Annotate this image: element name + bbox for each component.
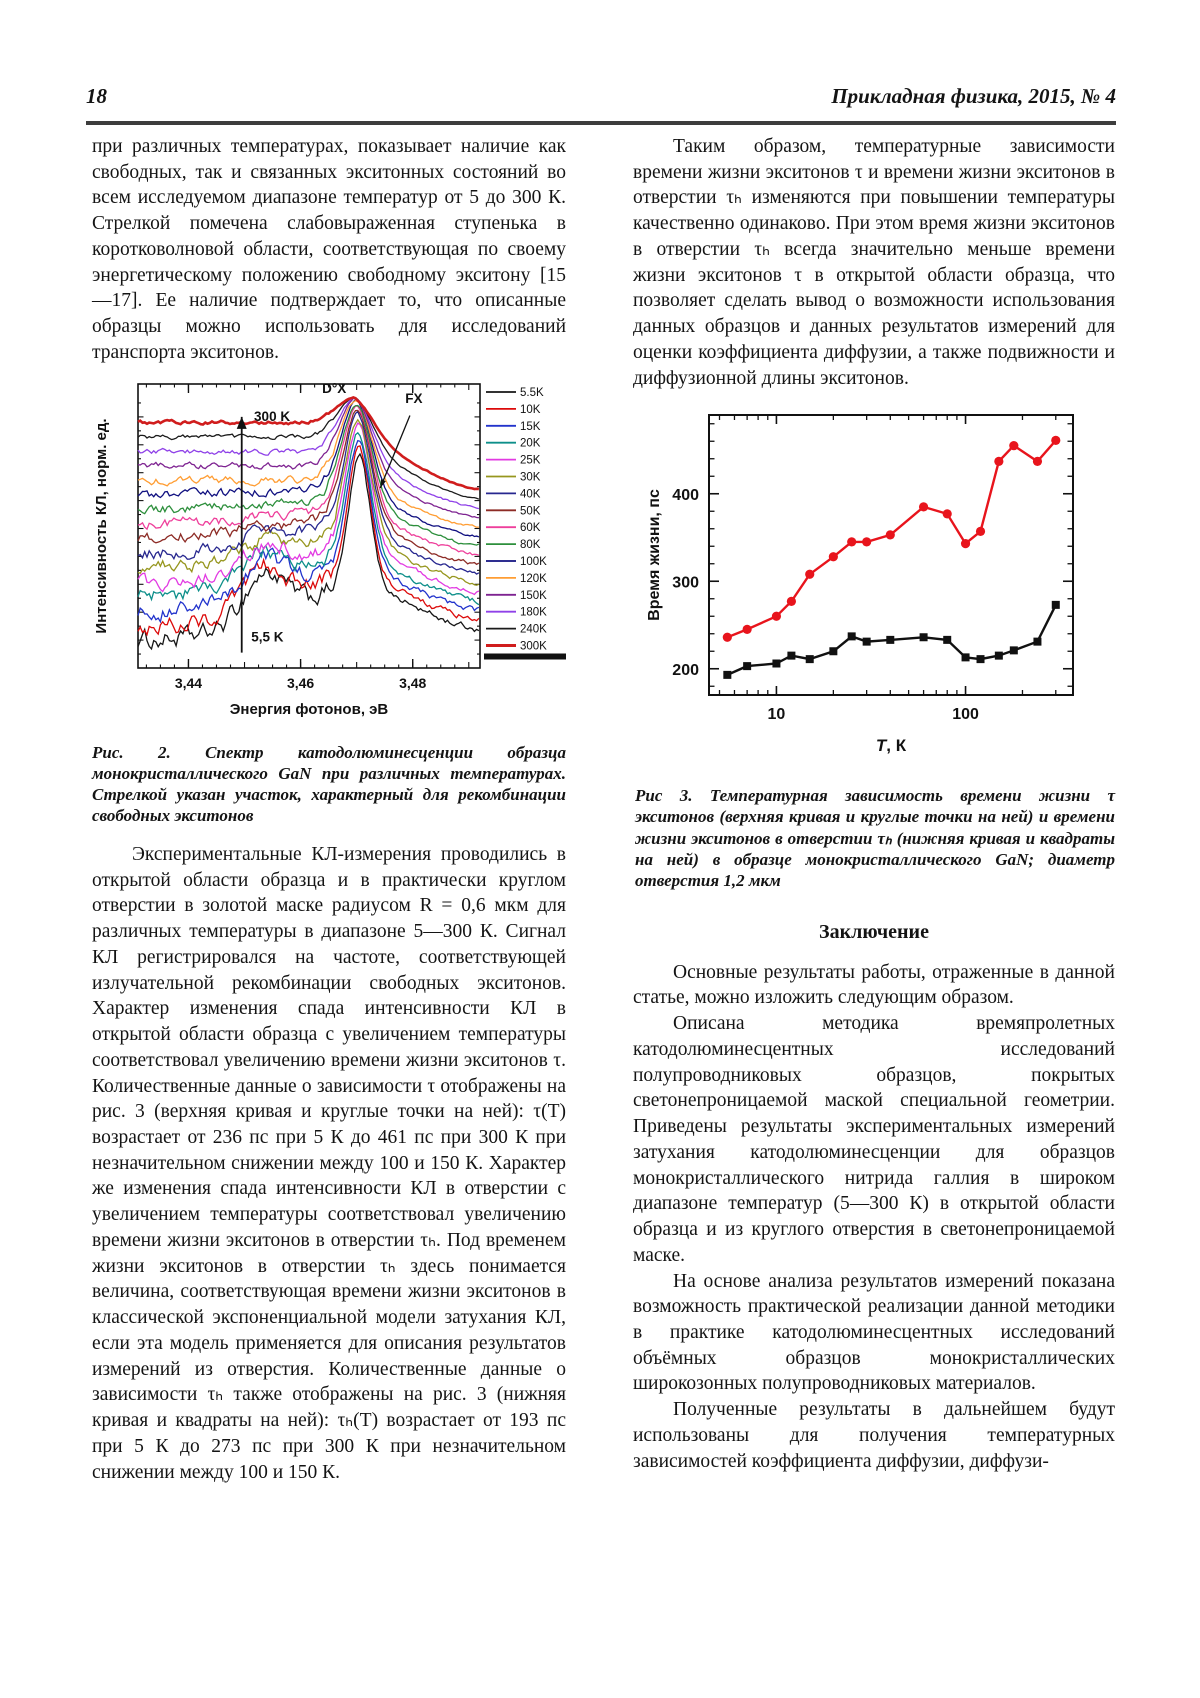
svg-text:T, К: T, К xyxy=(876,736,907,755)
page-number: 18 xyxy=(86,84,107,108)
svg-text:20K: 20K xyxy=(520,437,541,449)
conclusion-paragraph: Полученные результаты в дальнейшем будут… xyxy=(633,1399,1115,1472)
fig2-legend: 5.5K 10K 15K 20K 25K 30K 40K 50K 60K 80K 100K 120K 1… xyxy=(484,387,566,660)
svg-text:Время жизни, пс: Время жизни, пс xyxy=(646,489,663,621)
svg-text:FX: FX xyxy=(405,391,422,406)
conclusion-heading: Заключение xyxy=(819,920,929,943)
fig3-series-tau-h xyxy=(723,601,1060,680)
svg-text:200: 200 xyxy=(672,662,699,679)
body-paragraph: при различных температурах, показывает н… xyxy=(92,136,566,363)
svg-text:3,48: 3,48 xyxy=(399,675,426,691)
figure-3-caption: Рис 3. Температурная зависимость времени… xyxy=(635,786,1115,890)
conclusion-paragraph: На основе анализа результатов измерений … xyxy=(633,1270,1115,1395)
left-column: при различных температурах, показывает н… xyxy=(92,134,566,1485)
header-rule xyxy=(86,121,1116,125)
conclusion-paragraph: Описана методика времяпролетных катодолю… xyxy=(633,1013,1115,1266)
svg-text:300 K: 300 K xyxy=(254,409,290,424)
svg-text:100: 100 xyxy=(952,706,979,723)
svg-text:120K: 120K xyxy=(520,573,547,585)
svg-text:300: 300 xyxy=(672,575,699,592)
journal-title: Прикладная физика, 2015, № 4 xyxy=(831,84,1116,108)
svg-text:15K: 15K xyxy=(520,420,541,432)
svg-text:50K: 50K xyxy=(520,505,541,517)
svg-text:150K: 150K xyxy=(520,589,547,601)
svg-text:80K: 80K xyxy=(520,539,541,551)
right-column: Таким образом, температурные зависимости… xyxy=(633,134,1115,1474)
figure-2: 3,44 3,46 3,48 Энергия фотонов, эВ Интенсивн… xyxy=(92,376,566,826)
svg-text:40K: 40K xyxy=(520,488,541,500)
fig2-axes: 3,44 3,46 3,48 Энергия фотонов, эВ Интенсивн… xyxy=(93,382,481,718)
svg-text:5.5K: 5.5K xyxy=(520,387,544,399)
body-paragraph: Экспериментальные КЛ-измерения проводили… xyxy=(92,843,566,1483)
figure-2-caption: Рис. 2. Спектр катодолюминесценции образ… xyxy=(92,742,566,825)
svg-text:25K: 25K xyxy=(520,454,541,466)
figure-3: 10 100 200 300 400 T, К Время жизни, пс Рис 3.… xyxy=(635,401,1115,890)
body-paragraph: Таким образом, температурные зависимости… xyxy=(633,136,1115,389)
svg-text:10: 10 xyxy=(768,706,786,723)
figure-3-chart: 10 100 200 300 400 T, К Время жизни, пс xyxy=(646,414,1074,755)
conclusion-paragraph: Основные результаты работы, отраженные в… xyxy=(633,961,1115,1009)
svg-text:Энергия фотонов, эВ: Энергия фотонов, эВ xyxy=(230,701,389,718)
svg-text:100K: 100K xyxy=(520,556,547,568)
fig2-annotations: 300 K 5,5 K D°X FX xyxy=(236,381,422,653)
page-header: 18 Прикладная физика, 2015, № 4 xyxy=(86,84,1116,109)
svg-text:3,44: 3,44 xyxy=(175,675,202,691)
svg-text:300K: 300K xyxy=(520,640,547,652)
fig3-axes: 10 100 200 300 400 T, К Время жизни, пс xyxy=(646,414,1074,755)
svg-text:3,46: 3,46 xyxy=(287,675,314,691)
svg-text:180K: 180K xyxy=(520,606,547,618)
figure-2-chart: 3,44 3,46 3,48 Энергия фотонов, эВ Интенсивн… xyxy=(93,381,566,718)
svg-text:60K: 60K xyxy=(520,522,541,534)
svg-text:5,5 K: 5,5 K xyxy=(251,629,284,644)
svg-text:30K: 30K xyxy=(520,471,541,483)
svg-text:Интенсивность КЛ, норм. ед.: Интенсивность КЛ, норм. ед. xyxy=(93,418,110,633)
fig3-series-tau xyxy=(722,436,1061,643)
svg-text:D°X: D°X xyxy=(322,381,346,396)
svg-text:10K: 10K xyxy=(520,404,541,416)
svg-text:240K: 240K xyxy=(520,623,547,635)
svg-text:400: 400 xyxy=(672,487,699,504)
fig2-spectra-curves xyxy=(137,395,480,650)
